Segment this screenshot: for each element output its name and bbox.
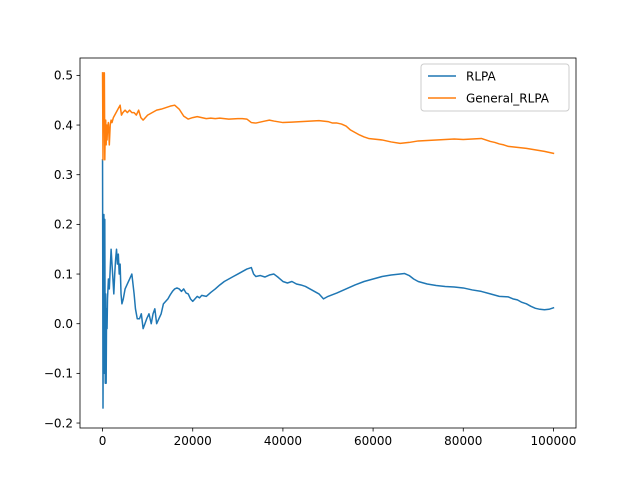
x-tick-label: 0 xyxy=(99,434,107,448)
legend: RLPA General_RLPA xyxy=(420,63,570,112)
x-tick-label: 20000 xyxy=(174,434,212,448)
x-tick-label: 40000 xyxy=(264,434,302,448)
y-tick-label: 0.5 xyxy=(54,69,73,83)
series-line-general-rlpa xyxy=(101,72,555,161)
y-tick-label: 0.2 xyxy=(54,218,73,232)
x-tick-label: 80000 xyxy=(444,434,482,448)
y-tick-label: 0.4 xyxy=(54,118,73,132)
legend-box xyxy=(420,63,570,112)
legend-label-general-rlpa: General_RLPA xyxy=(466,91,550,105)
y-tick-label: −0.2 xyxy=(44,416,73,430)
x-tick-label: 100000 xyxy=(531,434,577,448)
series-line-rlpa xyxy=(101,159,555,409)
y-axis: −0.2 −0.1 0.0 0.1 0.2 0.3 0.4 0.5 xyxy=(44,69,80,430)
series-layer xyxy=(101,72,555,409)
y-tick-label: −0.1 xyxy=(44,367,73,381)
legend-label-rlpa: RLPA xyxy=(466,69,496,83)
y-tick-label: 0.3 xyxy=(54,168,73,182)
x-tick-label: 60000 xyxy=(354,434,392,448)
y-tick-label: 0.0 xyxy=(54,317,73,331)
x-axis: 0 20000 40000 60000 80000 100000 xyxy=(99,428,577,448)
plot-frame xyxy=(79,57,577,429)
y-tick-label: 0.1 xyxy=(54,267,73,281)
